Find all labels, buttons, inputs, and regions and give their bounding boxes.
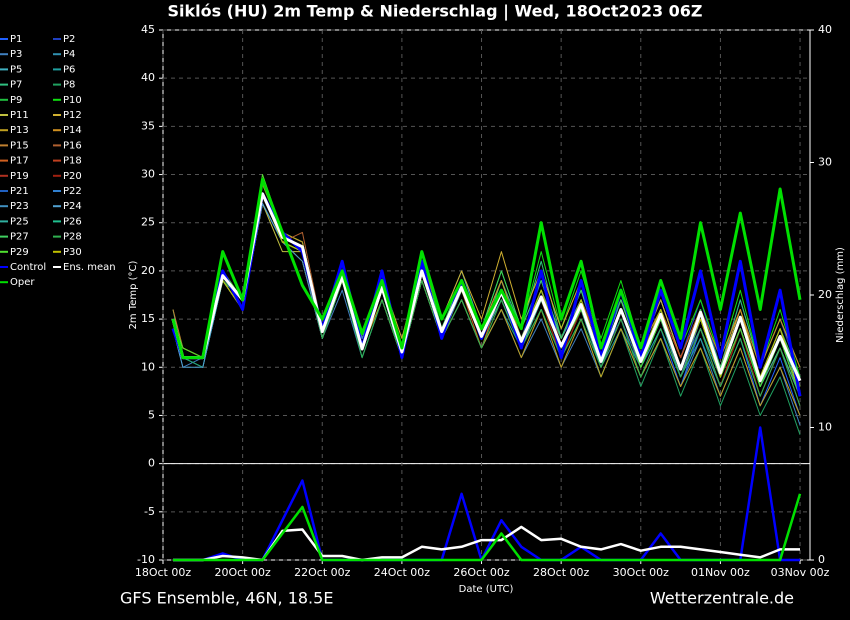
legend-label: P15	[10, 140, 29, 151]
y-tick-label: 0	[148, 457, 155, 470]
main-line	[171, 177, 802, 360]
legend-label: P1	[10, 34, 22, 45]
y2-tick-label: 40	[818, 23, 832, 36]
plot-frame	[162, 29, 811, 561]
legend-label: Oper	[10, 277, 35, 288]
legend-label: P20	[63, 171, 82, 182]
legend-label: P12	[63, 110, 82, 121]
legend-label: P22	[63, 186, 82, 197]
legend-label: P28	[63, 232, 82, 243]
legend-label: P26	[63, 216, 82, 227]
y-tick-label: 30	[141, 168, 155, 181]
x-tick-label: 24Oct 00z	[374, 566, 431, 579]
legend-label: P27	[10, 232, 29, 243]
x-tick-label: 03Nov 00z	[771, 566, 830, 579]
legend-label: P30	[63, 247, 82, 258]
y-tick-label: 45	[141, 23, 155, 36]
member-line	[172, 193, 801, 416]
y-tick-label: 25	[141, 216, 155, 229]
x-tick-label: 26Oct 00z	[453, 566, 510, 579]
x-tick-label: 30Oct 00z	[613, 566, 670, 579]
y-tick-label: 15	[141, 312, 155, 325]
y-tick-label: 20	[141, 264, 155, 277]
legend-label: P14	[63, 125, 82, 136]
legend-label: P2	[63, 34, 75, 45]
legend-label: P29	[10, 247, 29, 258]
legend-label: P23	[10, 201, 29, 212]
legend-label: P13	[10, 125, 29, 136]
legend-label: P11	[10, 110, 29, 121]
y-axis-label: 2m Temp (°C)	[128, 260, 139, 329]
y2-axis-label: Niederschlag (mm)	[835, 247, 846, 343]
main-line	[171, 192, 802, 383]
member-line	[172, 193, 801, 378]
footer-right: Wetterzentrale.de	[650, 589, 794, 608]
legend-label: P7	[10, 80, 22, 91]
y-tick-label: -10	[137, 553, 155, 566]
legend-label: P6	[63, 64, 75, 75]
y-tick-label: -5	[144, 505, 155, 518]
legend-label: P16	[63, 140, 82, 151]
legend-label: P25	[10, 216, 29, 227]
legend-label: P9	[10, 95, 22, 106]
footer-left: GFS Ensemble, 46N, 18.5E	[120, 589, 333, 608]
legend-label: P3	[10, 49, 22, 60]
y-tick-label: 35	[141, 119, 155, 132]
y2-tick-label: 10	[818, 421, 832, 434]
legend-label: P18	[63, 156, 82, 167]
x-tick-label: 28Oct 00z	[533, 566, 590, 579]
legend-label: P21	[10, 186, 29, 197]
legend-label: P8	[63, 80, 75, 91]
legend-label: P4	[63, 49, 75, 60]
precip-line	[173, 493, 802, 562]
member-line	[172, 193, 801, 378]
y-tick-label: 10	[141, 360, 155, 373]
x-tick-label: 20Oct 00z	[214, 566, 271, 579]
y-tick-label: 40	[141, 71, 155, 84]
legend-label: P19	[10, 171, 29, 182]
chart-title: Siklós (HU) 2m Temp & Niederschlag | Wed…	[167, 2, 702, 22]
x-axis-label: Date (UTC)	[459, 584, 514, 595]
y2-tick-label: 20	[818, 288, 832, 301]
y2-tick-label: 0	[818, 553, 825, 566]
member-line	[172, 193, 801, 416]
y-tick-label: 5	[148, 408, 155, 421]
legend-label: P24	[63, 201, 82, 212]
main-line	[171, 192, 802, 397]
legend-label: P5	[10, 64, 22, 75]
legend-label: P17	[10, 156, 29, 167]
legend-label: P10	[63, 95, 82, 106]
y2-tick-label: 30	[818, 156, 832, 169]
x-tick-label: 01Nov 00z	[691, 566, 750, 579]
x-tick-label: 18Oct 00z	[135, 566, 192, 579]
x-tick-label: 22Oct 00z	[294, 566, 351, 579]
legend-label: Control	[10, 262, 46, 273]
legend-label: Ens. mean	[63, 262, 116, 273]
